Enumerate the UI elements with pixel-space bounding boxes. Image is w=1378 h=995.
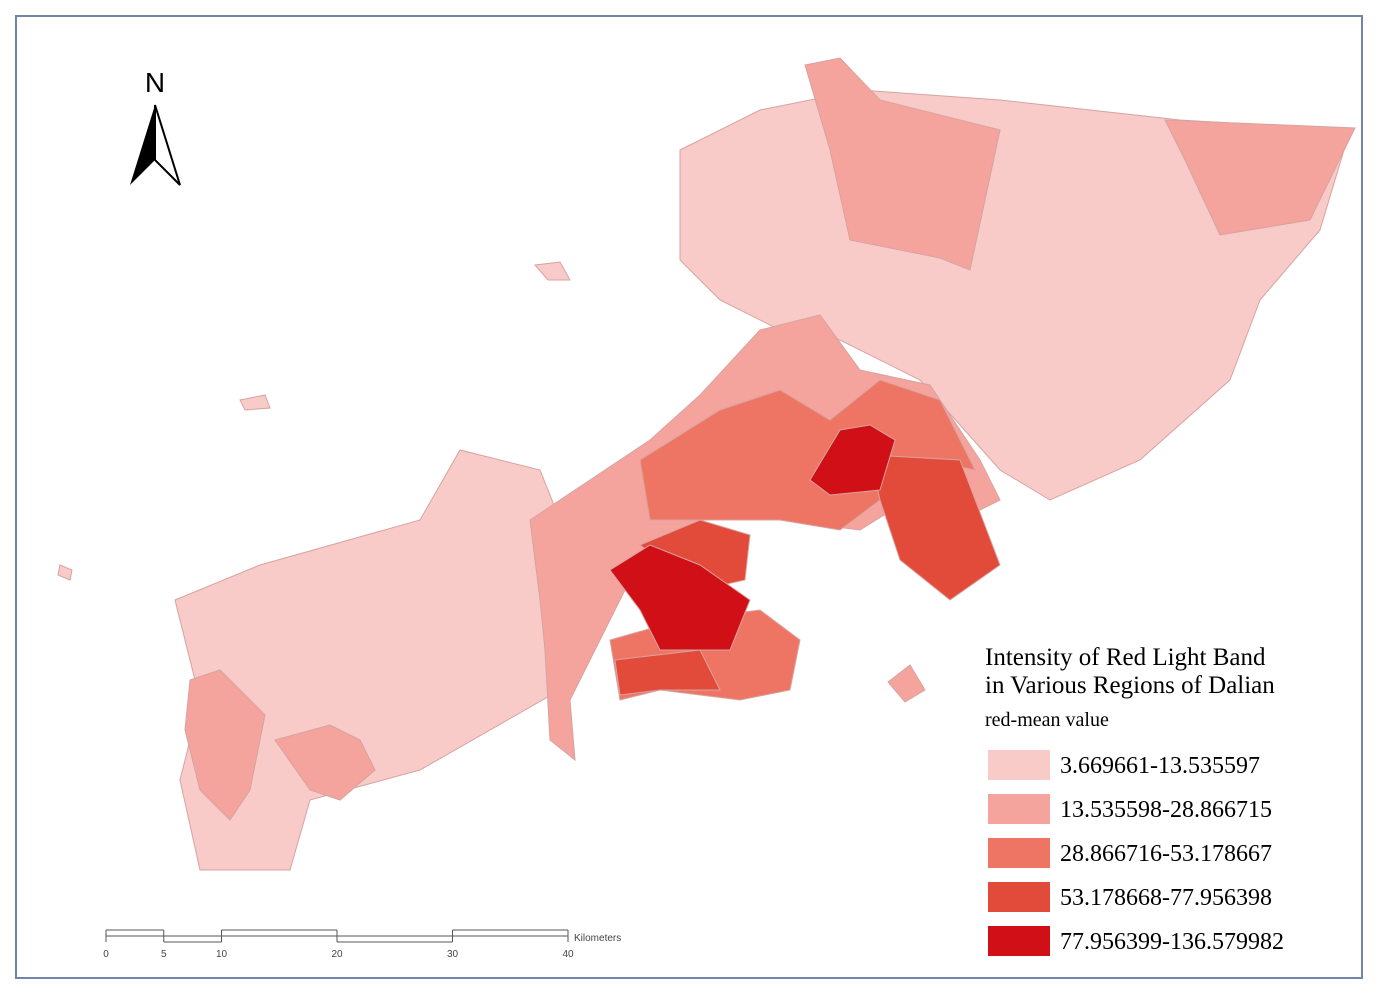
legend-label: 77.956399-136.579982 [1060, 929, 1284, 955]
legend-swatch [988, 794, 1050, 824]
legend-classes: 3.669661-13.535597 13.535598-28.866715 28.… [988, 750, 1284, 956]
legend: Intensity of Red Light Band in Various R… [985, 644, 1284, 956]
legend-swatch [988, 838, 1050, 868]
scale-label: 0 [103, 949, 109, 960]
regions [57, 57, 1356, 871]
north-arrow-right [154, 104, 181, 186]
island [57, 564, 73, 581]
scale-label: 20 [331, 949, 343, 960]
legend-label: 53.178668-77.956398 [1060, 885, 1272, 911]
north-label: N [145, 67, 165, 98]
island [534, 261, 571, 281]
region [1164, 119, 1356, 236]
scale-unit: Kilometers [574, 933, 621, 944]
island [239, 394, 271, 411]
north-arrow-left [130, 105, 155, 185]
legend-label: 13.535598-28.866715 [1060, 797, 1272, 823]
scale-label: 10 [216, 949, 228, 960]
legend-swatch [988, 750, 1050, 780]
region [274, 724, 376, 801]
region [809, 424, 896, 496]
region [869, 454, 1001, 601]
region [184, 669, 266, 821]
scale-label: 30 [447, 949, 459, 960]
region [804, 57, 1001, 271]
north-arrow: N [130, 67, 181, 186]
legend-subtitle: red-mean value [985, 709, 1109, 731]
scale-label: 5 [161, 949, 167, 960]
scale-label: 40 [562, 949, 574, 960]
legend-title: in Various Regions of Dalian [985, 672, 1275, 699]
island [887, 664, 926, 703]
legend-swatch [988, 926, 1050, 956]
legend-label: 28.866716-53.178667 [1060, 841, 1272, 867]
legend-title: Intensity of Red Light Band [985, 644, 1266, 671]
region [614, 649, 721, 696]
legend-label: 3.669661-13.535597 [1060, 753, 1260, 779]
legend-swatch [988, 882, 1050, 912]
region [609, 544, 751, 651]
